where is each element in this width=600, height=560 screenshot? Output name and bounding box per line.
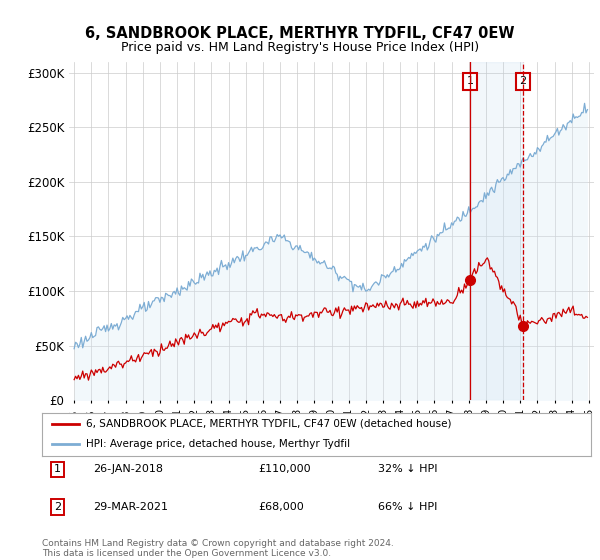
Bar: [470, 62, 523, 400]
Text: 6, SANDBROOK PLACE, MERTHYR TYDFIL, CF47 0EW (detached house): 6, SANDBROOK PLACE, MERTHYR TYDFIL, CF47…: [86, 419, 451, 428]
Text: Price paid vs. HM Land Registry's House Price Index (HPI): Price paid vs. HM Land Registry's House …: [121, 40, 479, 54]
Text: 32% ↓ HPI: 32% ↓ HPI: [378, 464, 437, 474]
Text: 2: 2: [520, 76, 527, 86]
Text: 2: 2: [54, 502, 61, 512]
Text: Contains HM Land Registry data © Crown copyright and database right 2024.
This d: Contains HM Land Registry data © Crown c…: [42, 539, 394, 558]
Text: £68,000: £68,000: [258, 502, 304, 512]
Text: 1: 1: [54, 464, 61, 474]
Text: 29-MAR-2021: 29-MAR-2021: [93, 502, 168, 512]
Text: £110,000: £110,000: [258, 464, 311, 474]
Text: 66% ↓ HPI: 66% ↓ HPI: [378, 502, 437, 512]
Text: 6, SANDBROOK PLACE, MERTHYR TYDFIL, CF47 0EW: 6, SANDBROOK PLACE, MERTHYR TYDFIL, CF47…: [85, 26, 515, 41]
Text: HPI: Average price, detached house, Merthyr Tydfil: HPI: Average price, detached house, Mert…: [86, 439, 350, 449]
Text: 26-JAN-2018: 26-JAN-2018: [93, 464, 163, 474]
Text: 1: 1: [467, 76, 473, 86]
